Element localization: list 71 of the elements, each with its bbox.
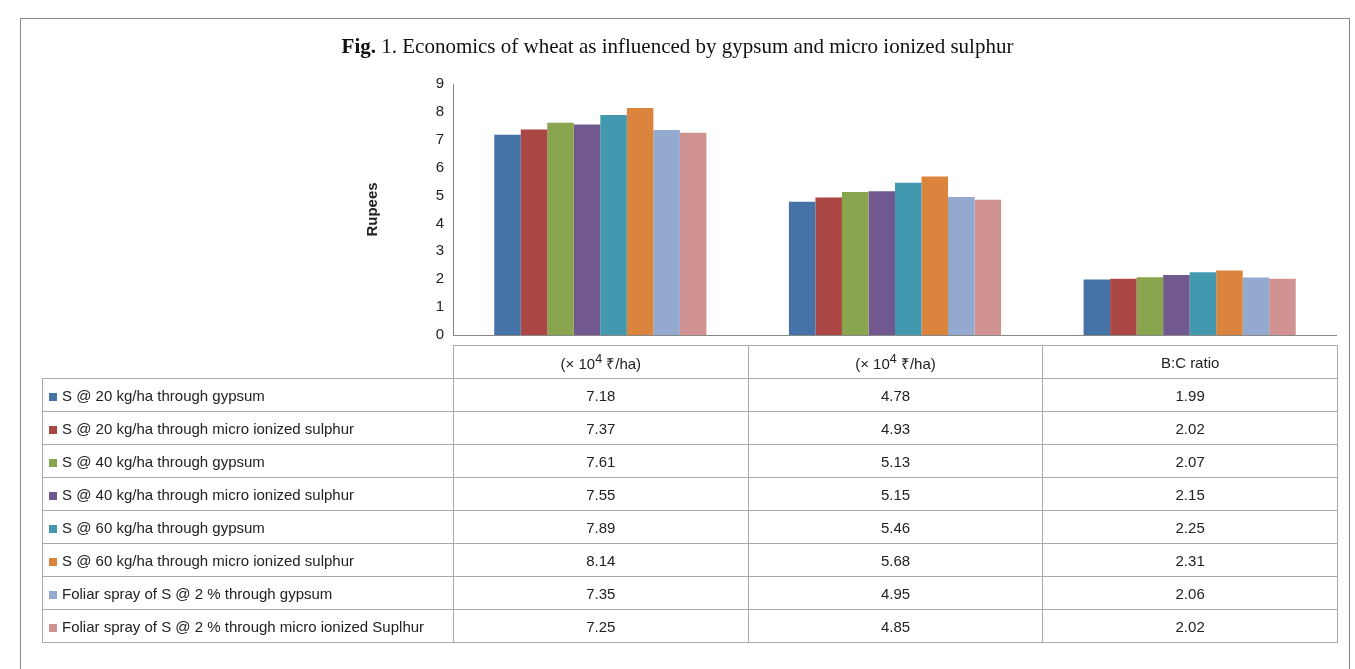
data-label: 5.15: [748, 477, 1043, 511]
bar: [573, 124, 601, 335]
bar: [1269, 278, 1296, 335]
bar: [1083, 279, 1111, 335]
data-label: 7.89: [453, 510, 749, 544]
legend-label: S @ 60 kg/ha through gypsum: [42, 510, 454, 544]
x-tick-label: (× 10$^{4}$ ₹/ha): [453, 345, 749, 379]
y-tick-label: 2: [435, 269, 444, 287]
data-label: 2.02: [1042, 411, 1338, 445]
data-label: 2.31: [1042, 543, 1338, 577]
x-tick-label: B:C ratio: [1042, 345, 1338, 379]
y-tick-label: 1: [435, 297, 444, 315]
y-tick-label: 9: [435, 74, 444, 92]
y-tick-label: 7: [435, 129, 444, 147]
legend-label: S @ 20 kg/ha through gypsum: [42, 378, 454, 412]
bar: [1163, 275, 1190, 335]
data-label: 5.46: [748, 510, 1043, 544]
bar: [1189, 272, 1217, 335]
bar: [815, 197, 842, 335]
data-label: 7.35: [453, 576, 749, 610]
bar: [974, 199, 1002, 335]
legend-label: S @ 40 kg/ha through micro ionized sulphur: [42, 477, 454, 511]
bar: [494, 134, 521, 335]
bar: [895, 182, 922, 335]
y-axis-title: Rupees: [363, 182, 381, 237]
data-label: 2.07: [1042, 444, 1338, 478]
bar: [868, 191, 895, 335]
data-label: 4.95: [748, 576, 1043, 610]
chart-title: Fig. 1. Economics of wheat as influenced by gypsum and micro ionized sulphur: [340, 34, 1015, 59]
y-tick-label: 8: [435, 102, 444, 120]
data-label: 5.13: [748, 444, 1043, 478]
data-label: 1.99: [1042, 378, 1338, 412]
data-label: 7.25: [453, 609, 749, 643]
y-tick-label: 4: [435, 213, 444, 231]
data-label: 4.93: [748, 411, 1043, 445]
bar: [921, 176, 949, 335]
data-label: 7.37: [453, 411, 749, 445]
bar: [841, 191, 869, 335]
data-label: 2.25: [1042, 510, 1338, 544]
data-label: 4.78: [748, 378, 1043, 412]
legend-label: S @ 60 kg/ha through micro ionized sulphur: [42, 543, 454, 577]
data-label: 2.06: [1042, 576, 1338, 610]
data-label: 7.18: [453, 378, 749, 412]
bar: [948, 196, 975, 335]
y-tick-label: 6: [435, 157, 444, 175]
data-label: 2.02: [1042, 609, 1338, 643]
bar: [788, 201, 816, 335]
y-tick-label: 5: [435, 185, 444, 203]
bar: [520, 129, 548, 335]
bar: [1242, 277, 1270, 335]
bar: [1110, 278, 1137, 335]
bar: [600, 114, 627, 335]
y-tick-label: 0: [435, 325, 444, 343]
data-label: 5.68: [748, 543, 1043, 577]
bar: [653, 130, 680, 335]
bar: [626, 107, 654, 335]
legend-label: S @ 40 kg/ha through gypsum: [42, 444, 454, 478]
bar: [547, 122, 574, 335]
legend-label: Foliar spray of S @ 2 % through micro ionized Suplhur: [42, 609, 454, 643]
data-label: 7.55: [453, 477, 749, 511]
data-label: 7.61: [453, 444, 749, 478]
bar: [679, 132, 707, 335]
legend-label: Foliar spray of S @ 2 % through gypsum: [42, 576, 454, 610]
bar: [1216, 270, 1243, 335]
x-tick-label: (× 10$^{4}$ ₹/ha): [748, 345, 1043, 379]
legend-label: S @ 20 kg/ha through micro ionized sulphur: [42, 411, 454, 445]
bar: [1136, 277, 1164, 335]
data-label: 8.14: [453, 543, 749, 577]
data-label: 4.85: [748, 609, 1043, 643]
data-label: 2.15: [1042, 477, 1338, 511]
y-tick-label: 3: [435, 241, 444, 259]
